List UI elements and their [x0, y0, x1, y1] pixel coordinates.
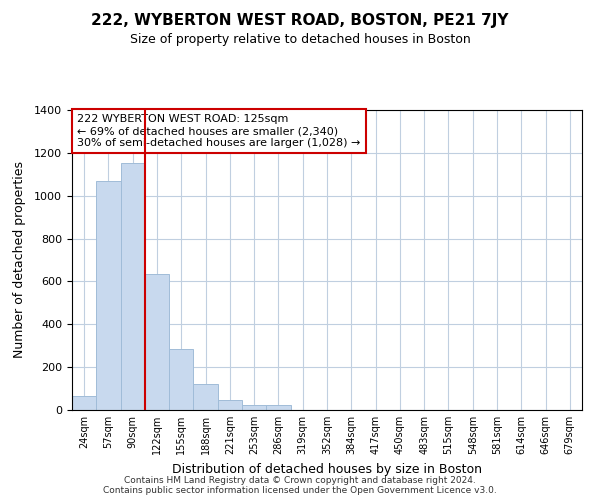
Bar [145, 274, 169, 410]
Bar [72, 396, 96, 410]
Bar [218, 400, 242, 410]
Bar [169, 349, 193, 410]
Text: Size of property relative to detached houses in Boston: Size of property relative to detached ho… [130, 32, 470, 46]
Y-axis label: Number of detached properties: Number of detached properties [13, 162, 26, 358]
Bar [266, 406, 290, 410]
Text: Contains public sector information licensed under the Open Government Licence v3: Contains public sector information licen… [103, 486, 497, 495]
Text: 222, WYBERTON WEST ROAD, BOSTON, PE21 7JY: 222, WYBERTON WEST ROAD, BOSTON, PE21 7J… [91, 12, 509, 28]
Bar [193, 384, 218, 410]
Text: Contains HM Land Registry data © Crown copyright and database right 2024.: Contains HM Land Registry data © Crown c… [124, 476, 476, 485]
Bar [121, 162, 145, 410]
Bar [242, 404, 266, 410]
Bar [96, 180, 121, 410]
X-axis label: Distribution of detached houses by size in Boston: Distribution of detached houses by size … [172, 462, 482, 475]
Text: 222 WYBERTON WEST ROAD: 125sqm
← 69% of detached houses are smaller (2,340)
30% : 222 WYBERTON WEST ROAD: 125sqm ← 69% of … [77, 114, 361, 148]
